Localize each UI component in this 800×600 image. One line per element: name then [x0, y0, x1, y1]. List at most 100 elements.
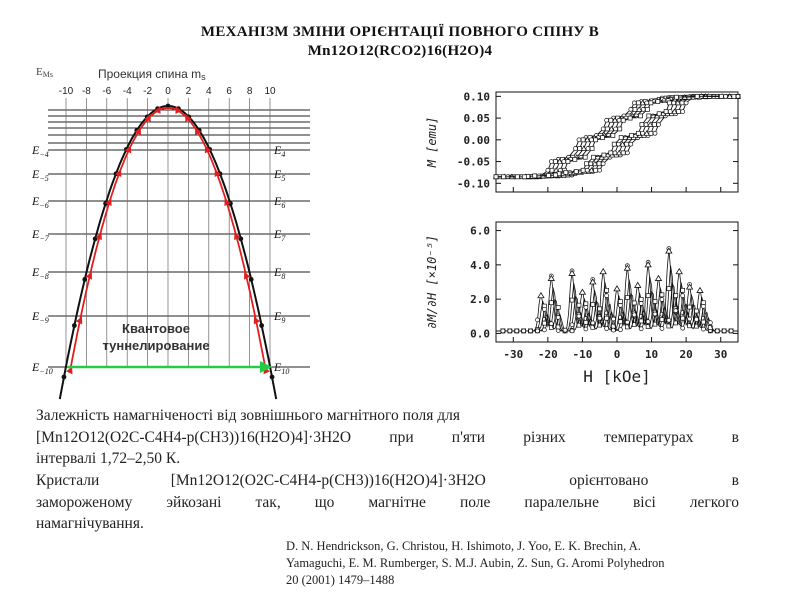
hysteresis-point [608, 117, 614, 123]
hysteresis-point [608, 125, 615, 132]
hysteresis-point [674, 94, 679, 100]
derivative-point [680, 293, 686, 298]
derivative-peak-marker [696, 286, 704, 293]
description-paragraph-2: Кристали [Mn12O12(O2C-C4H4-p(CH3))16(H2O… [36, 470, 739, 535]
derivative-peak-marker [634, 281, 642, 288]
hysteresis-point [596, 161, 602, 167]
hysteresis-point [549, 167, 555, 173]
left-level-label: E−9 [31, 309, 49, 325]
red-arrow-marker [66, 366, 73, 375]
derivative-point [576, 313, 582, 319]
derivative-point [618, 319, 623, 325]
hysteresis-point [593, 167, 598, 173]
hysteresis-point [640, 130, 645, 136]
hysteresis-point [561, 159, 567, 164]
derivative-point [583, 320, 589, 325]
derivative-peak-marker [675, 267, 683, 275]
tunneling-label-line2: туннелирование [102, 338, 209, 353]
y-tick-label: 0.05 [464, 112, 491, 125]
hysteresis-point [584, 161, 589, 167]
hysteresis-point [604, 117, 609, 123]
hysteresis-point [652, 130, 658, 136]
magnetization-charts: 0.100.050.00-0.05-0.10M [emu] 6.04.02.00… [425, 90, 742, 386]
right-level-label: E10 [273, 360, 289, 376]
hysteresis-point [655, 99, 661, 104]
y-tick-label: -0.10 [457, 177, 490, 190]
derivative-point [542, 320, 547, 326]
hysteresis-point [636, 100, 641, 106]
derivative-point [645, 319, 651, 324]
hysteresis-point [648, 130, 654, 136]
para1-line2: [Mn12O12(O2C-C4H4-p(CH3))16(H2O)4]·3H2O … [36, 428, 739, 446]
spin-tick-label: -10 [59, 86, 74, 97]
hysteresis-point [565, 159, 571, 164]
spin-tick-label: 6 [226, 86, 232, 97]
derivative-point [687, 304, 692, 310]
spin-tick-label: 8 [247, 86, 253, 97]
hysteresis-point [619, 140, 626, 147]
y-tick-label: 4.0 [470, 259, 490, 272]
para2-line1: Кристали [Mn12O12(O2C-C4H4-p(CH3))16(H2O… [36, 472, 739, 489]
black-marker [82, 277, 88, 282]
derivative-point [673, 293, 679, 298]
projection-vertical-lines [65, 98, 271, 367]
hysteresis-point [651, 122, 657, 127]
red-arrow-marker [154, 106, 161, 114]
derivative-point [625, 319, 630, 325]
derivative-point [673, 308, 679, 313]
ems-label: EMs [36, 66, 53, 79]
spin-tick-label: 2 [186, 86, 192, 97]
derivative-point [569, 297, 575, 303]
hysteresis-point [643, 122, 649, 127]
derivative-point [618, 327, 623, 333]
red-arrow-marker [115, 169, 122, 178]
derivative-peak-marker [623, 264, 632, 271]
derivative-peak-marker [568, 269, 576, 276]
red-arrow-marker [105, 198, 112, 206]
hysteresis-point [656, 111, 662, 117]
derivative-point [694, 317, 699, 322]
derivative-point [562, 327, 568, 333]
derivative-point [590, 302, 596, 307]
hysteresis-point [521, 174, 527, 180]
hysteresis-point [613, 126, 618, 132]
tunneling-arrow-head [260, 361, 272, 373]
derivative-point [555, 314, 561, 320]
hysteresis-point [629, 133, 634, 138]
hysteresis-point [580, 137, 586, 143]
derivative-point [714, 328, 720, 334]
derivative-point [631, 300, 637, 306]
hysteresis-point [572, 157, 578, 162]
hysteresis-point [546, 173, 551, 178]
hysteresis-point [553, 159, 558, 164]
x-tick-label: 0 [614, 348, 621, 361]
right-level-label: E4 [273, 143, 285, 159]
right-level-label: E6 [273, 194, 285, 210]
red-arrow-marker [224, 198, 231, 206]
derivative-point [680, 315, 686, 321]
hysteresis-point [532, 173, 538, 179]
x-tick-label: -10 [572, 348, 592, 361]
spin-tick-label: 10 [264, 86, 276, 97]
derivative-peak-marker [547, 274, 556, 281]
red-arrow-marker [95, 232, 102, 241]
red-arrow-marker [144, 113, 151, 122]
derivative-point [680, 287, 686, 293]
hysteresis-point [639, 99, 646, 106]
hysteresis-point [616, 117, 622, 123]
hysteresis-point [656, 122, 661, 127]
description-paragraph-1: Залежність намагніченості від зовнішньог… [36, 405, 739, 470]
hysteresis-point [731, 93, 737, 99]
hysteresis-curve [496, 95, 722, 178]
left-level-labels: E−4 E−5 E−6 E−7 E−8 E−9 E−10 [31, 143, 53, 376]
derivative-point [625, 324, 630, 330]
hysteresis-point [667, 100, 672, 106]
derivative-point [528, 328, 533, 334]
derivative-point [569, 322, 575, 328]
citation: D. N. Hendrickson, G. Christou, H. Ishim… [286, 538, 756, 589]
hysteresis-point [585, 146, 591, 151]
derivative-point [604, 326, 609, 331]
derivative-peak-marker [685, 283, 694, 290]
derivative-point [604, 315, 609, 321]
derivative-point [590, 324, 596, 330]
